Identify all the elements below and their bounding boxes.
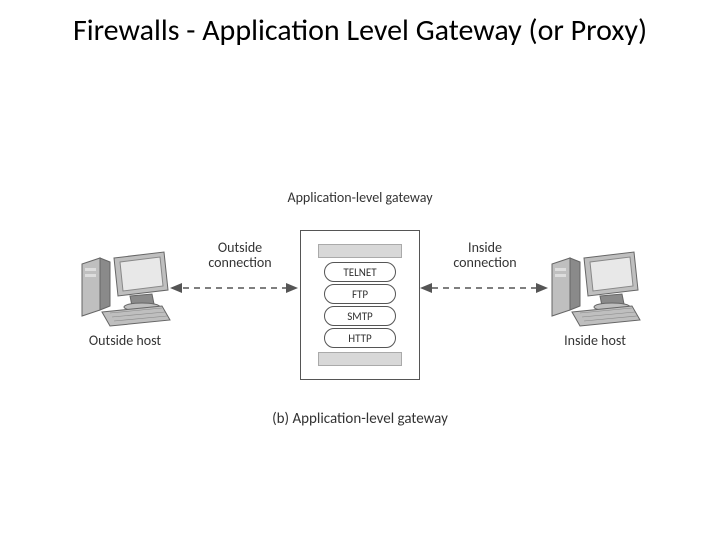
inside-host-label: Inside host <box>530 332 660 349</box>
computer-icon <box>540 250 650 328</box>
diagram: Application-level gateway Outside <box>0 190 720 450</box>
slide: Firewalls - Application Level Gateway (o… <box>0 0 720 540</box>
proto-ftp: FTP <box>324 284 396 304</box>
inside-host: Inside host <box>530 250 660 349</box>
outside-conn-line2: connection <box>208 254 271 271</box>
gateway-shade-bottom <box>318 352 402 366</box>
outside-host-label: Outside host <box>60 332 190 349</box>
outside-connection-arrow <box>170 278 300 298</box>
proto-http: HTTP <box>324 328 396 348</box>
computer-icon <box>70 250 180 328</box>
inside-conn-line2: connection <box>453 254 516 271</box>
inside-connection-label: Inside connection <box>440 240 530 271</box>
gateway-label: Application-level gateway <box>285 190 435 207</box>
gateway-shade-top <box>318 244 402 258</box>
proto-smtp: SMTP <box>324 306 396 326</box>
inside-connection-arrow <box>420 278 550 298</box>
outside-connection-label: Outside connection <box>195 240 285 271</box>
proto-telnet: TELNET <box>324 262 396 282</box>
outside-host: Outside host <box>60 250 190 349</box>
diagram-caption: (b) Application-level gateway <box>0 410 720 428</box>
page-title: Firewalls - Application Level Gateway (o… <box>30 12 690 50</box>
gateway-box: TELNET FTP SMTP HTTP <box>300 230 420 380</box>
